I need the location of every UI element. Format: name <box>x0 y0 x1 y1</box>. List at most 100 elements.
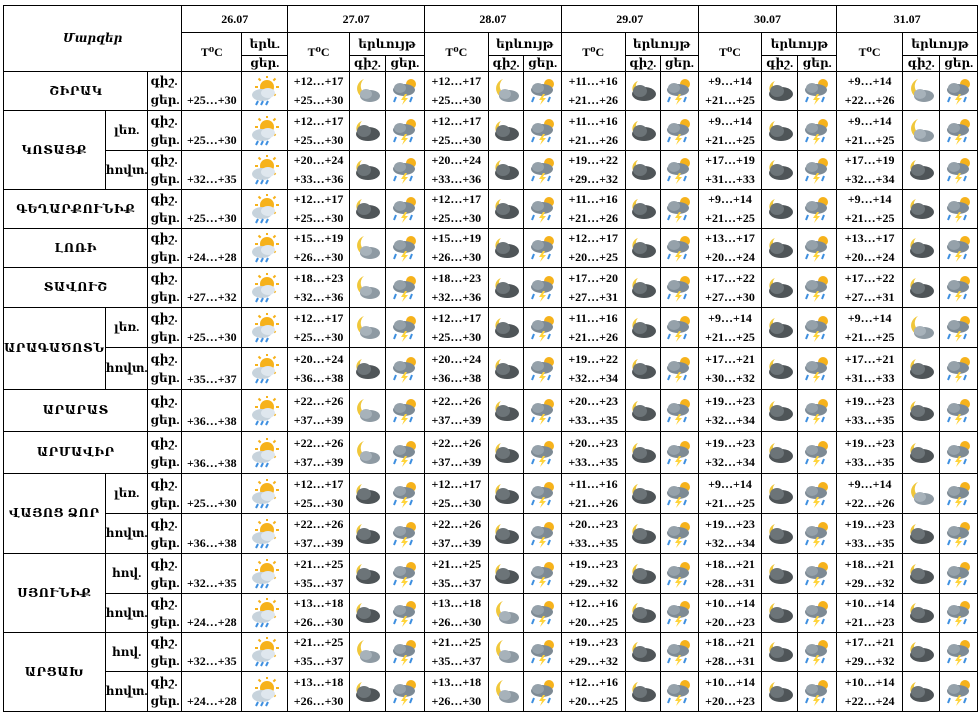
date-header: 29.07 <box>560 5 699 33</box>
temp-cell: +9…+14 +21…+25 <box>697 307 763 348</box>
weather-icon-cell <box>487 632 525 672</box>
temp-cell: +32…+35 <box>181 632 243 672</box>
region-header: Մարզեր <box>2 5 183 72</box>
weather-icon-cell <box>796 671 838 712</box>
night-cloud-icon <box>350 677 384 707</box>
weather-icon-cell <box>241 473 289 514</box>
weather-icon-cell <box>761 553 798 594</box>
weather-icon-cell <box>660 632 699 672</box>
weather-icon-cell <box>624 671 662 712</box>
storm-icon <box>525 559 561 589</box>
storm-icon <box>662 233 698 263</box>
storm-icon <box>798 559 835 589</box>
temp-cell: +12…+17 +25…+30 <box>424 307 489 348</box>
storm-icon <box>525 354 561 384</box>
weather-icon-cell <box>241 307 289 348</box>
weather-icon-cell <box>939 473 978 514</box>
storm-icon <box>662 677 698 707</box>
weather-icon-cell <box>348 513 386 554</box>
table-row: ԿՈՏԱՅՔ լեռ. գիշ. ցեր. +25…+30 +12…+17 +25…+30 +… <box>3 110 978 190</box>
storm-icon <box>798 519 835 549</box>
storm-icon <box>386 273 423 303</box>
weather-icon-cell <box>487 71 525 111</box>
storm-icon <box>941 598 977 628</box>
weather-icon-cell <box>901 307 941 348</box>
weather-icon-cell <box>901 632 941 672</box>
night-cloud-icon <box>489 438 523 468</box>
moon-cloud-icon <box>489 76 523 106</box>
time-of-day: գիշ. ցեր. <box>147 267 183 308</box>
weather-icon-cell <box>241 347 289 390</box>
temp-cell: +21…+25 +35…+37 <box>287 553 350 594</box>
storm-icon <box>525 116 561 146</box>
storm-icon <box>386 155 423 185</box>
moon-cloud-icon <box>350 637 384 667</box>
storm-icon <box>798 438 835 468</box>
night-cloud-icon <box>626 313 660 343</box>
temp-cell: +9…+14 +21…+25 <box>697 110 763 151</box>
night-cloud-icon <box>903 637 939 667</box>
partly-sunny-icon <box>243 272 287 303</box>
temp-cell: +10…+14 +20…+23 <box>697 671 763 712</box>
weather-icon-cell <box>348 553 386 594</box>
time-of-day: գիշ. ցեր. <box>147 110 183 151</box>
weather-icon-cell <box>384 671 426 712</box>
temp-cell: +9…+14 +21…+25 <box>836 110 903 151</box>
night-cloud-icon <box>763 396 797 426</box>
weather-icon-cell <box>348 189 386 229</box>
weather-icon-cell <box>241 110 289 151</box>
temp-cell: +21…+25 +35…+37 <box>287 632 350 672</box>
day-subheader: ցեր. <box>384 55 426 72</box>
weather-icon-cell <box>241 389 289 432</box>
weather-icon-cell <box>384 632 426 672</box>
weather-icon-cell <box>348 473 386 514</box>
region-name: ԱՐՄԱՎԻՐ <box>2 431 149 474</box>
date-header: 27.07 <box>287 5 426 33</box>
table-row: ՍՅՈՒՆԻՔ հով. գիշ. ցեր. +32…+35 +21…+25 +35…+37… <box>3 553 978 633</box>
weather-icon-cell <box>939 347 978 390</box>
weather-icon-cell <box>384 389 426 432</box>
weather-icon-cell <box>384 228 426 268</box>
storm-icon <box>662 438 698 468</box>
weather-icon-cell <box>624 228 662 268</box>
storm-icon <box>525 273 561 303</box>
storm-icon <box>386 354 423 384</box>
weather-icon-cell <box>660 671 699 712</box>
temp-cell: +12…+17 +25…+30 <box>287 473 350 514</box>
night-cloud-icon <box>489 233 523 263</box>
storm-icon <box>798 273 835 303</box>
weather-icon-cell <box>523 431 562 474</box>
night-cloud-icon <box>763 559 797 589</box>
weather-icon-cell <box>660 389 699 432</box>
temp-cell: +22…+26 +37…+39 <box>287 513 350 554</box>
temp-cell: +9…+14 +21…+25 <box>697 189 763 229</box>
temp-cell: +25…+30 <box>181 189 243 229</box>
weather-icon-cell <box>384 347 426 390</box>
weather-icon-cell <box>939 671 978 712</box>
temp-cell: +19…+23 +32…+34 <box>697 389 763 432</box>
weather-icon-cell <box>939 553 978 594</box>
partly-sunny-icon <box>243 76 287 106</box>
weather-icon-cell <box>660 431 699 474</box>
storm-icon <box>798 677 835 707</box>
night-cloud-icon <box>626 677 660 707</box>
weather-icon-cell <box>241 267 289 308</box>
night-cloud-icon <box>763 273 797 303</box>
region-name: ԳԵՂԱՐՔՈՒՆԻՔ <box>2 189 149 229</box>
storm-icon <box>798 479 835 509</box>
temp-cell: +20…+24 +36…+38 <box>287 347 350 390</box>
weather-icon-cell <box>487 389 525 432</box>
temp-cell: +25…+30 <box>181 473 243 514</box>
altitude-zone: հովտ. <box>104 593 149 633</box>
region-name: ՎԱՅՈՑ ՁՈՐ <box>3 473 106 554</box>
night-subheader: գիշ. <box>348 55 386 72</box>
weather-icon-cell <box>624 347 662 390</box>
night-cloud-icon <box>626 233 660 263</box>
temp-cell: +13…+17 +20…+24 <box>697 228 763 268</box>
weather-icon-cell <box>523 473 562 514</box>
weather-icon-cell <box>939 228 978 268</box>
temp-cell: +13…+18 +26…+30 <box>424 593 489 633</box>
date-header: 28.07 <box>424 5 562 33</box>
weather-icon-cell <box>939 110 978 151</box>
temp-cell: +36…+38 <box>181 389 243 432</box>
